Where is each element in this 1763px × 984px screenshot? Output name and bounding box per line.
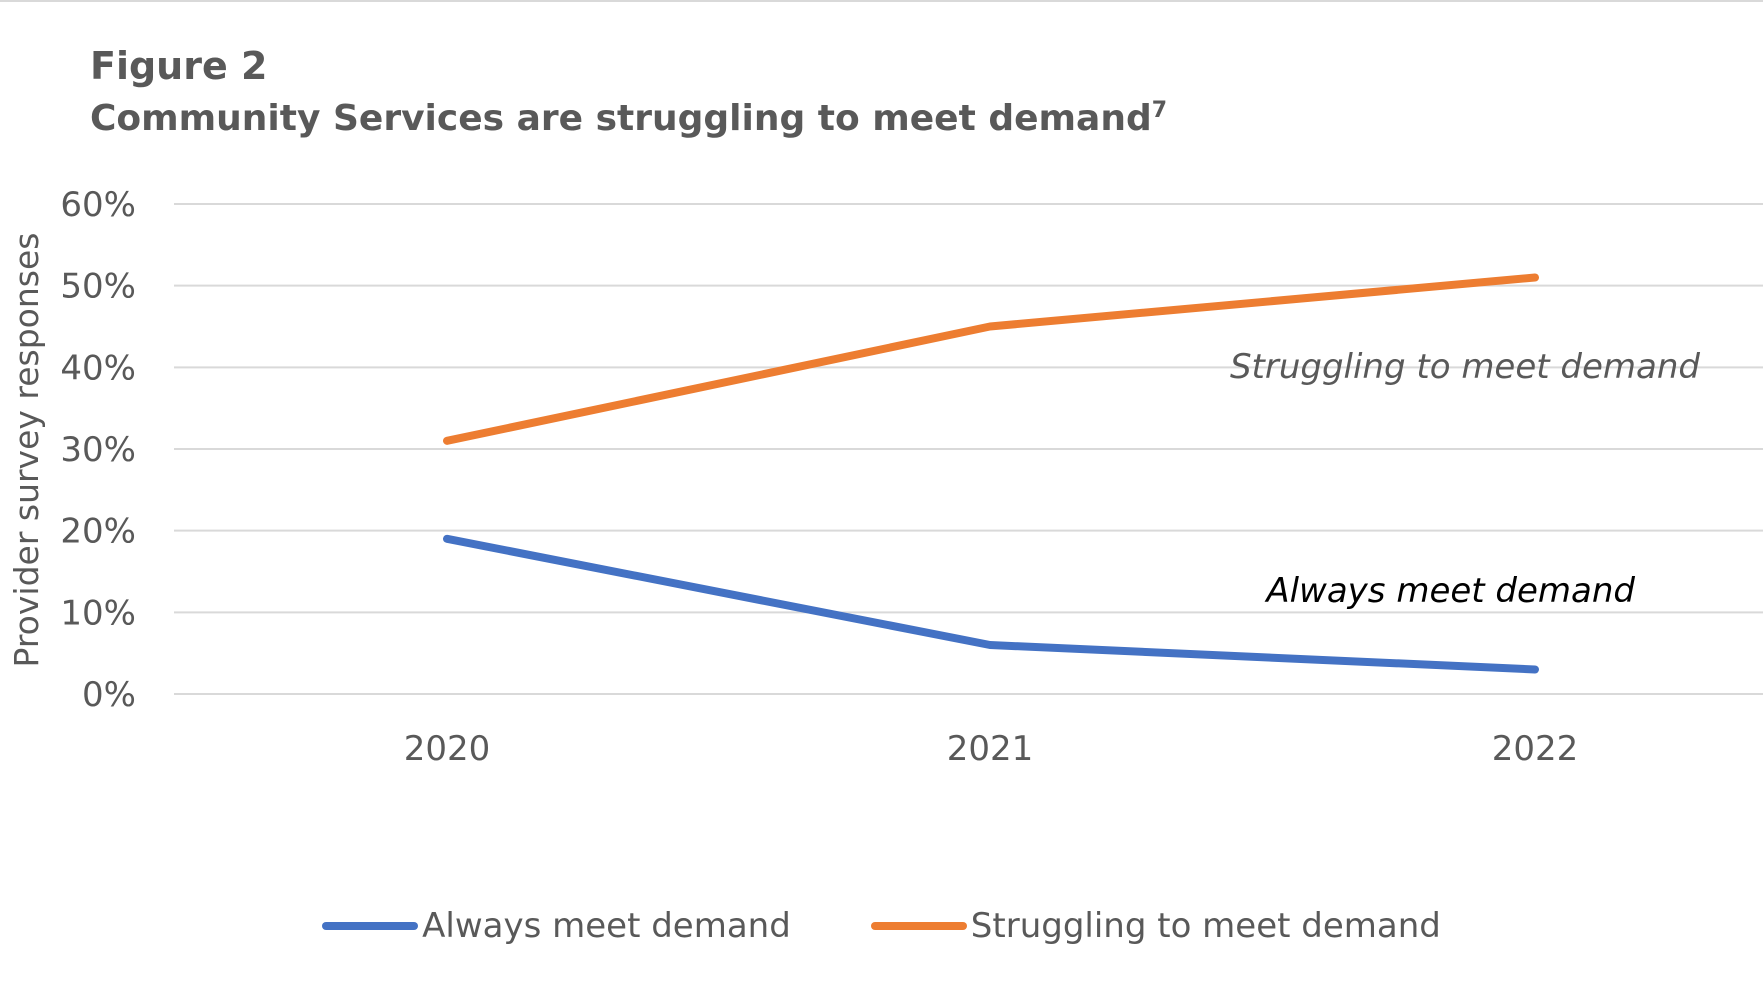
figure-label: Figure 2: [90, 44, 268, 88]
y-tick-label: 10%: [60, 593, 136, 633]
legend-label-struggling: Struggling to meet demand: [970, 906, 1441, 946]
y-tick-label: 0%: [82, 675, 136, 715]
legend-swatch-always: [322, 922, 419, 930]
x-tick-label: 2022: [1492, 729, 1579, 769]
x-tick-label: 2021: [947, 729, 1034, 769]
series-line-always: [443, 534, 1539, 674]
series-line-struggling: [443, 273, 1539, 445]
top-rule: [0, 0, 1763, 2]
figure-title-text: Community Services are struggling to mee…: [90, 98, 1152, 139]
series-annotation: Always meet demand: [1264, 571, 1635, 611]
y-tick-labels: 0% 10% 20% 30% 40% 50% 60%: [60, 185, 136, 715]
y-tick-label: 20%: [60, 512, 136, 552]
y-tick-label: 30%: [60, 430, 136, 470]
legend-swatch-struggling: [870, 922, 967, 930]
series-annotation: Struggling to meet demand: [1230, 347, 1700, 387]
footnote-mark: 7: [1151, 98, 1168, 123]
legend: Always meet demand Struggling to meet de…: [0, 906, 1763, 946]
y-tick-label: 50%: [60, 267, 136, 307]
x-tick-labels: 2020 2021 2022: [404, 729, 1579, 769]
y-axis-title: Provider survey responses: [7, 233, 46, 668]
series-annotations: Always meet demand Struggling to meet dem…: [1230, 347, 1700, 611]
series-lines: [443, 273, 1539, 674]
legend-label-always: Always meet demand: [422, 906, 791, 946]
y-tick-label: 60%: [60, 185, 136, 225]
legend-item-always: Always meet demand: [322, 906, 791, 946]
gridlines: [174, 203, 1763, 695]
figure-title: Community Services are struggling to mee…: [90, 98, 1167, 139]
x-tick-label: 2020: [404, 729, 491, 769]
y-tick-label: 40%: [60, 348, 136, 388]
legend-item-struggling: Struggling to meet demand: [870, 906, 1441, 946]
